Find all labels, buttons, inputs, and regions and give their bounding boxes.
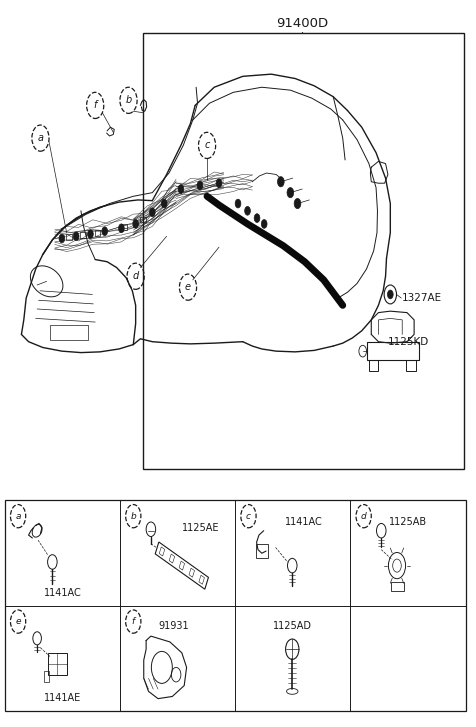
Text: d: d xyxy=(132,271,139,281)
Bar xyxy=(95,230,100,236)
Bar xyxy=(143,33,464,469)
Circle shape xyxy=(294,198,301,209)
Text: 91400D: 91400D xyxy=(276,17,328,30)
Circle shape xyxy=(88,230,93,238)
Circle shape xyxy=(254,214,260,222)
Text: e: e xyxy=(15,617,21,626)
Bar xyxy=(367,342,419,360)
Bar xyxy=(391,582,404,591)
Text: 1141AC: 1141AC xyxy=(43,587,81,598)
Circle shape xyxy=(102,227,108,236)
Text: 1141AE: 1141AE xyxy=(44,693,81,703)
Circle shape xyxy=(133,220,139,228)
Text: b: b xyxy=(125,95,132,105)
Text: a: a xyxy=(38,133,43,143)
Bar xyxy=(406,360,416,371)
Bar xyxy=(369,360,378,371)
Bar xyxy=(50,325,88,340)
Text: d: d xyxy=(361,512,367,521)
Text: 91931: 91931 xyxy=(158,621,188,631)
Bar xyxy=(140,217,146,222)
Circle shape xyxy=(261,220,267,228)
Text: b: b xyxy=(130,512,136,521)
Circle shape xyxy=(149,208,155,217)
Circle shape xyxy=(197,181,203,190)
Bar xyxy=(80,232,86,238)
Text: c: c xyxy=(246,512,251,521)
Text: 1125AE: 1125AE xyxy=(182,523,219,533)
Bar xyxy=(66,234,72,240)
Bar xyxy=(48,653,67,675)
Text: 1125AD: 1125AD xyxy=(273,621,312,631)
Text: 1327AE: 1327AE xyxy=(402,293,442,303)
Text: f: f xyxy=(93,100,97,111)
Circle shape xyxy=(119,224,124,233)
Text: 1125KD: 1125KD xyxy=(388,337,429,347)
Text: c: c xyxy=(204,140,210,150)
Circle shape xyxy=(59,234,65,243)
Text: f: f xyxy=(132,617,135,626)
Circle shape xyxy=(73,232,79,241)
Circle shape xyxy=(235,199,241,208)
Bar xyxy=(44,671,49,682)
Circle shape xyxy=(278,177,284,187)
Text: 1141AC: 1141AC xyxy=(285,517,323,527)
Text: e: e xyxy=(185,282,191,292)
Text: a: a xyxy=(15,512,21,521)
Circle shape xyxy=(161,199,167,208)
Circle shape xyxy=(245,206,250,215)
Text: 1125AB: 1125AB xyxy=(389,517,427,527)
Circle shape xyxy=(287,188,294,198)
Circle shape xyxy=(387,290,393,299)
Bar xyxy=(256,544,268,558)
Circle shape xyxy=(178,185,184,193)
Bar xyxy=(5,500,466,711)
Circle shape xyxy=(216,179,222,188)
Bar xyxy=(121,224,127,230)
